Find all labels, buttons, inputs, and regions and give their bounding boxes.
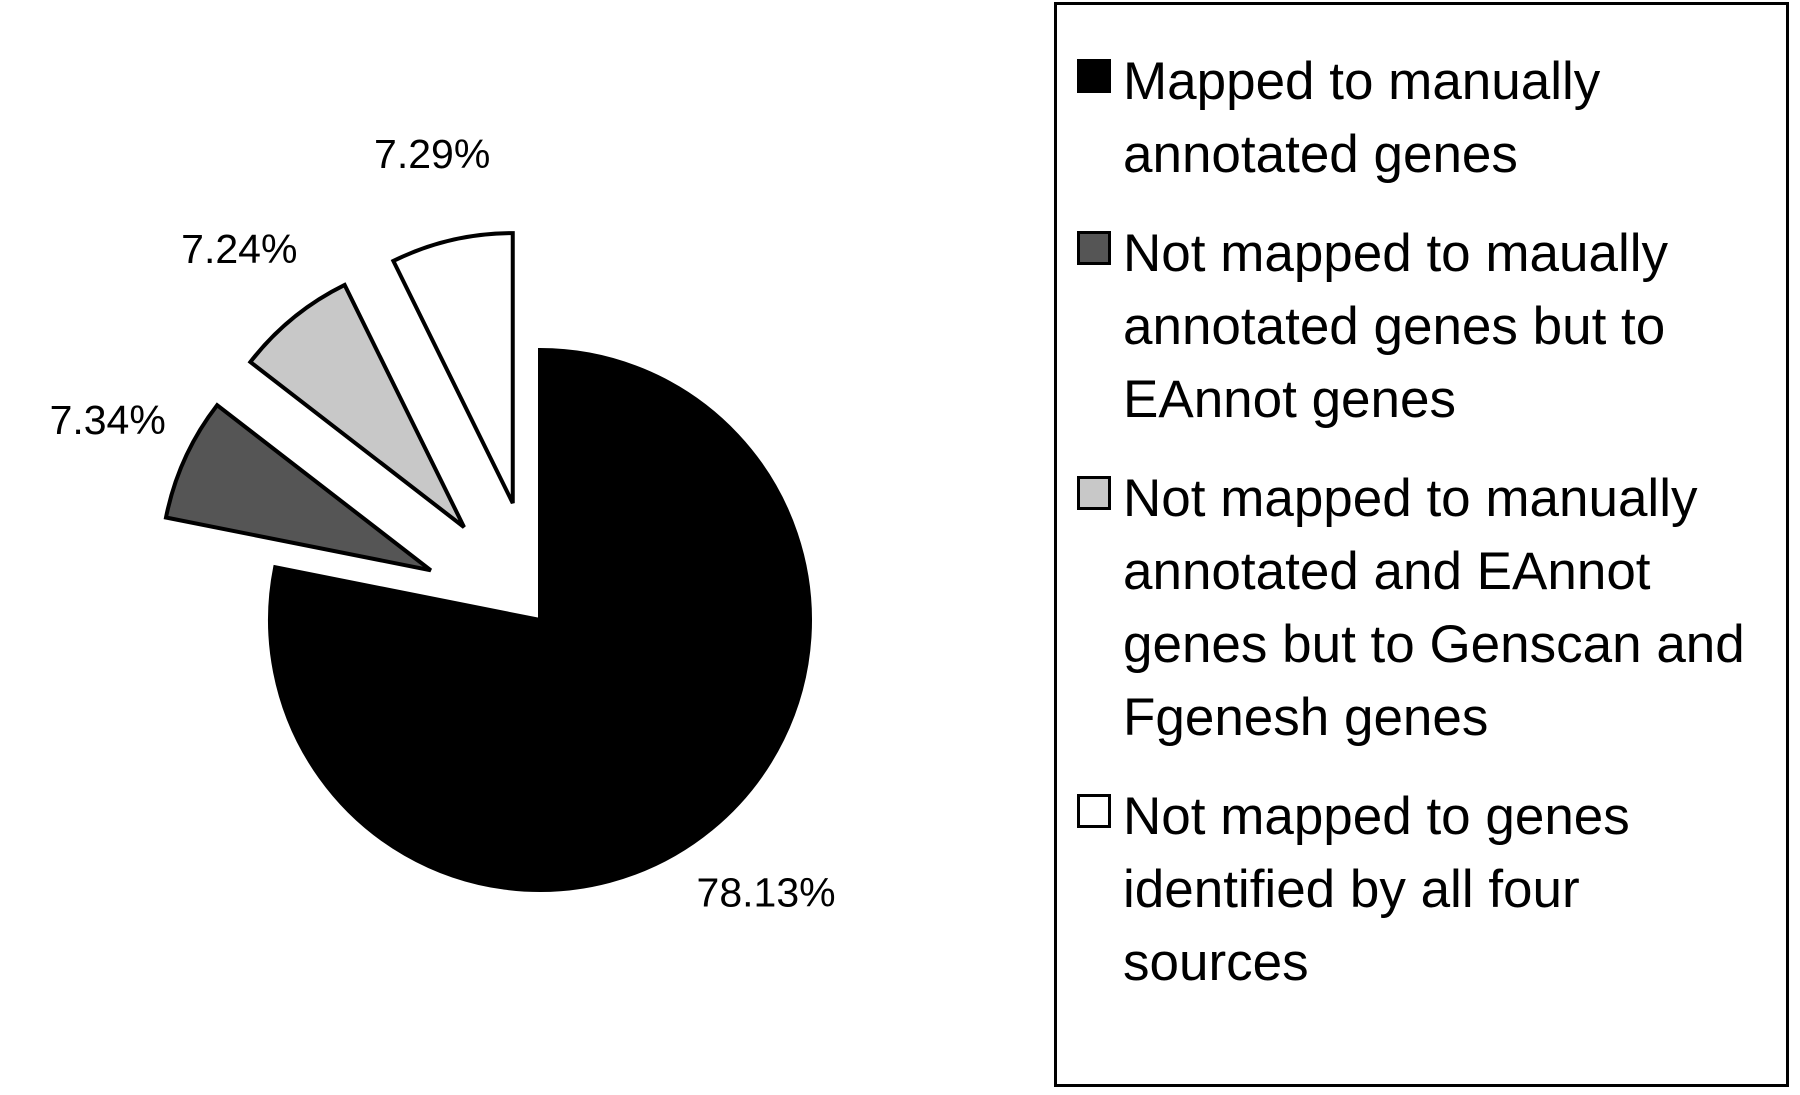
legend-swatch: [1077, 476, 1111, 510]
data-label: 7.29%: [374, 131, 490, 177]
legend-item: Not mapped to maually annotated genes bu…: [1077, 217, 1772, 436]
pie-slice: [390, 231, 515, 505]
legend-swatch: [1077, 794, 1111, 828]
legend-label: Not mapped to manually annotated and EAn…: [1123, 469, 1745, 747]
pie-slice: [163, 402, 433, 573]
legend-label: Mapped to manually annotated genes: [1123, 52, 1601, 184]
legend-item: Mapped to manually annotated genes: [1077, 45, 1772, 191]
legend-label: Not mapped to maually annotated genes bu…: [1123, 224, 1669, 429]
legend-item: Not mapped to genes identified by all fo…: [1077, 780, 1772, 999]
data-label: 7.34%: [50, 397, 166, 443]
legend-label: Not mapped to genes identified by all fo…: [1123, 787, 1630, 992]
legend-item: Not mapped to manually annotated and EAn…: [1077, 462, 1772, 754]
data-label: 78.13%: [697, 869, 836, 915]
pie-slice: [268, 347, 812, 892]
pie-slice: [247, 282, 466, 529]
chart: 78.13% 7.34% 7.24% 7.29%: [50, 131, 836, 915]
legend: Mapped to manually annotated genes Not ma…: [1054, 2, 1789, 1087]
data-label: 7.24%: [181, 226, 297, 272]
legend-swatch: [1077, 59, 1111, 93]
legend-swatch: [1077, 231, 1111, 265]
